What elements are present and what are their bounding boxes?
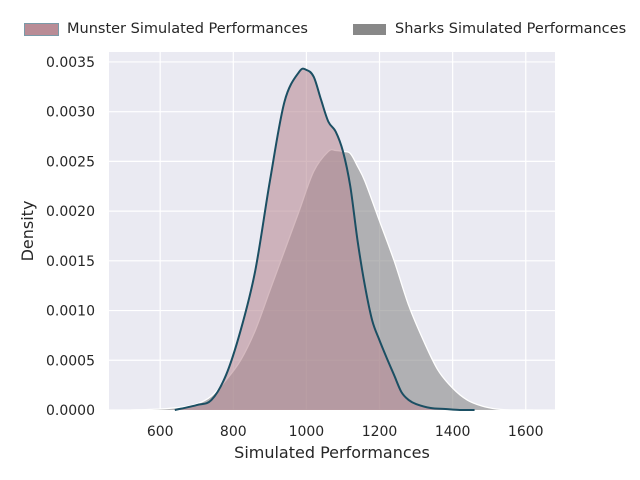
y-tick-label: 0.0035 [46,55,95,71]
y-tick-label: 0.0010 [46,304,95,320]
y-tick-labels: 0.0000 0.0005 0.0010 0.0015 0.0020 0.0025 0.00… [46,55,95,419]
y-tick-label: 0.0005 [46,353,95,369]
y-tick-label: 0.0030 [46,105,95,121]
x-tick-label: 1000 [289,424,325,440]
munster-density-line [174,67,475,411]
x-tick-label: 1600 [508,424,544,440]
legend-label-munster: Munster Simulated Performances [67,21,308,37]
legend: Munster Simulated Performances Sharks Si… [0,21,640,41]
legend-swatch-munster [24,22,59,36]
x-tick-label: 800 [220,424,247,440]
y-tick-label: 0.0025 [46,154,95,170]
legend-item-sharks: Sharks Simulated Performances [352,21,626,37]
legend-item-munster: Munster Simulated Performances [24,21,308,37]
x-tick-label: 1400 [435,424,471,440]
munster-density-area [174,68,475,410]
x-tick-label: 1200 [362,424,398,440]
y-tick-label: 0.0000 [46,403,95,419]
y-tick-label: 0.0015 [46,254,95,270]
y-tick-label: 0.0020 [46,204,95,220]
legend-label-sharks: Sharks Simulated Performances [395,21,627,37]
x-axis-label: Simulated Performances [234,443,430,462]
legend-swatch-sharks [352,22,387,36]
series-layer [130,67,534,411]
x-tick-label: 600 [147,424,174,440]
x-tick-labels: 600 800 1000 1200 1400 1600 [147,424,544,440]
y-axis-label: Density [18,201,37,262]
